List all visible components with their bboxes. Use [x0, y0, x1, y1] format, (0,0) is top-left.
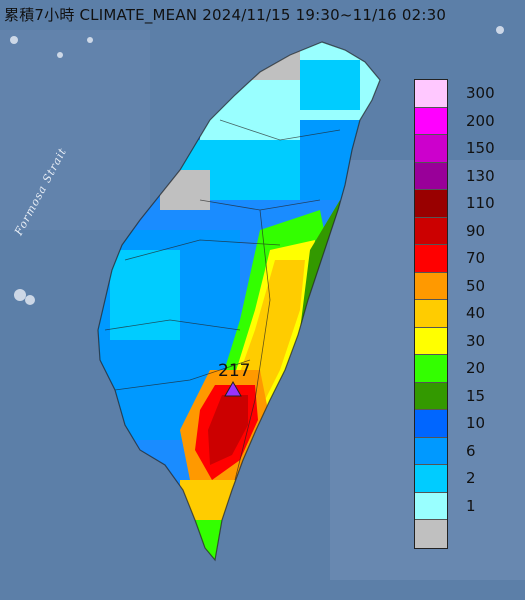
legend-swatch — [415, 465, 447, 493]
legend-value: 150 — [466, 139, 495, 157]
legend-swatch — [415, 272, 447, 300]
legend-swatch — [415, 410, 447, 438]
legend-swatch — [415, 327, 447, 355]
legend-value: 10 — [466, 414, 486, 432]
county-boundaries — [97, 41, 381, 562]
legend-swatch — [415, 492, 447, 520]
max-station-value: 217 — [218, 361, 251, 381]
legend-value: 20 — [466, 359, 486, 377]
max-station-triangle-icon — [224, 380, 242, 397]
ocean-light-patch — [0, 30, 150, 230]
legend-labels: 300 200 150 130 110 90 70 50 40 30 20 15 10 6 2 1 — [466, 84, 516, 533]
legend-swatch — [415, 107, 447, 135]
map-title: 累積7小時 CLIMATE_MEAN 2024/11/15 19:30~11/1… — [4, 6, 447, 24]
legend-value: 2 — [466, 469, 476, 487]
color-legend — [414, 79, 448, 549]
legend-value: 6 — [466, 441, 476, 460]
legend-swatch — [415, 190, 447, 218]
legend-value: 15 — [466, 386, 486, 405]
legend-swatch — [415, 162, 447, 190]
legend-value: 1 — [466, 496, 476, 515]
legend-value: 30 — [466, 331, 486, 350]
legend-swatch — [415, 80, 447, 108]
legend-swatch — [415, 217, 447, 245]
legend-swatch — [415, 245, 447, 273]
legend-swatch — [415, 355, 447, 383]
legend-swatch — [415, 135, 447, 163]
legend-swatch — [415, 382, 447, 410]
legend-swatch — [415, 437, 447, 465]
legend-value: 110 — [466, 194, 495, 212]
legend-value: 50 — [466, 276, 486, 295]
legend-value: 300 — [466, 84, 495, 102]
legend-value: 200 — [466, 111, 495, 130]
legend-swatch — [415, 300, 447, 328]
legend-value: 40 — [466, 304, 486, 322]
legend-value: 70 — [466, 249, 486, 267]
legend-value: 90 — [466, 221, 486, 240]
legend-value: 130 — [466, 166, 495, 185]
legend-swatch — [415, 520, 447, 548]
cloud-specks — [10, 26, 504, 305]
